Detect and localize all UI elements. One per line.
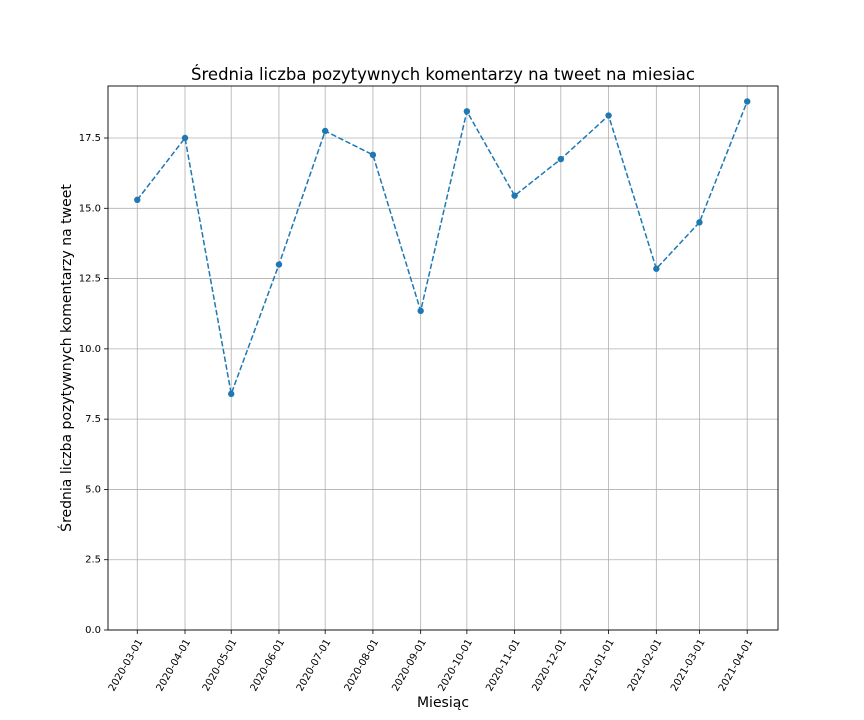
data-markers [134, 98, 751, 398]
data-point [743, 98, 751, 105]
series-line [136, 101, 748, 397]
data-point [321, 127, 329, 135]
x-axis-label: Miesiąc [417, 695, 469, 711]
y-axis-ticks: 0.0 2.5 5.0 7.5 10.0 12.5 15.0 17.5 [79, 133, 108, 636]
data-point [511, 192, 518, 199]
y-tick-label: 0.0 [85, 625, 101, 636]
data-point [369, 151, 377, 159]
data-point [134, 196, 141, 204]
data-point [181, 134, 189, 142]
y-tick-label: 12.5 [79, 274, 101, 285]
y-tick-label: 10.0 [79, 344, 101, 355]
y-tick-label: 2.5 [85, 555, 101, 566]
data-point [463, 108, 471, 115]
data-point [228, 390, 235, 398]
chart-title: Średnia liczba pozytywnych komentarzy na… [191, 65, 695, 84]
y-tick-label: 17.5 [79, 133, 101, 144]
data-point [417, 307, 424, 315]
data-point [653, 265, 660, 272]
plot-frame [107, 85, 779, 631]
data-point [275, 261, 283, 268]
data-point [557, 155, 565, 163]
data-point [605, 112, 612, 119]
y-tick-label: 7.5 [85, 414, 101, 425]
data-line [136, 101, 748, 397]
y-axis-label: Średnia liczba pozytywnych komentarzy na… [57, 184, 75, 532]
plot-area [108, 86, 778, 630]
y-tick-label: 15.0 [79, 203, 101, 214]
y-tick-label: 5.0 [85, 484, 101, 495]
data-point [696, 219, 703, 226]
